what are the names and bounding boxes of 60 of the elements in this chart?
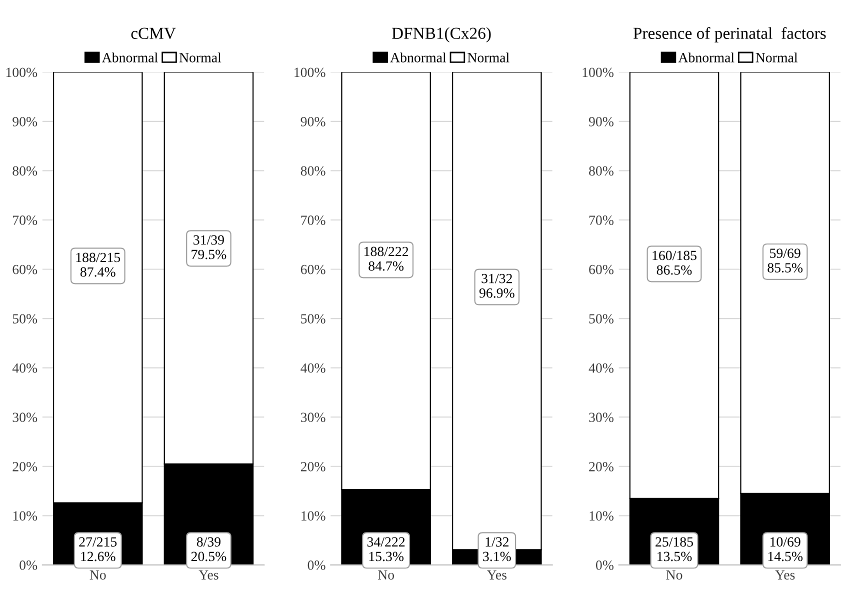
legend-label: Abnormal [390, 52, 446, 62]
data-label: 10/69 14.5% [768, 537, 803, 562]
y-tick-label: 50% [589, 314, 614, 324]
y-tick-label: 40% [12, 363, 38, 373]
data-label: 188/215 87.4% [76, 252, 120, 277]
y-tick-label: 10% [302, 511, 326, 521]
x-tick-label: Yes [486, 570, 507, 580]
y-tick-label: 40% [300, 363, 326, 373]
data-label: 27/215 12.6% [79, 537, 117, 562]
legend-label: Normal [468, 52, 510, 62]
data-label: 1/32 3.1% [483, 537, 511, 562]
y-tick-label: 60% [589, 264, 614, 274]
y-tick-label: 0% [308, 560, 326, 570]
data-label: 59/69 85.5% [768, 248, 803, 273]
y-tick-label: 60% [300, 264, 326, 274]
legend-label: Abnormal [102, 52, 158, 62]
y-tick-label: 20% [589, 462, 614, 472]
legend-label: Normal [756, 52, 798, 62]
y-tick-label: 50% [301, 314, 326, 324]
y-tick-label: 30% [589, 412, 614, 422]
y-tick-label: 0% [20, 560, 38, 570]
legend-label: Abnormal [678, 52, 734, 62]
y-tick-label: 100% [294, 68, 326, 78]
y-tick-label: 100% [582, 68, 614, 78]
y-tick-label: 60% [12, 264, 38, 274]
y-tick-label: 10% [590, 511, 614, 521]
legend-label: Normal [179, 52, 222, 62]
chart-title: cCMV [131, 28, 176, 40]
y-tick-label: 80% [589, 166, 614, 176]
data-label: 34/222 15.3% [367, 537, 405, 562]
chart-title: DFNB1(Cx26) [392, 27, 491, 42]
y-tick-label: 70% [301, 216, 326, 225]
data-label: 188/222 84.7% [364, 246, 408, 271]
x-tick-label: Yes [198, 570, 218, 580]
data-label: 31/32 96.9% [479, 274, 514, 298]
y-tick-label: 40% [588, 363, 614, 373]
y-tick-label: 80% [12, 166, 38, 176]
x-tick-label: No [90, 570, 106, 580]
y-tick-label: 100% [6, 68, 38, 78]
x-tick-label: No [666, 570, 682, 580]
y-tick-label: 20% [300, 462, 326, 472]
y-tick-label: 70% [589, 216, 614, 225]
y-tick-label: 50% [12, 314, 38, 324]
data-label: 25/185 13.5% [656, 537, 693, 562]
y-tick-label: 90% [588, 116, 614, 126]
y-tick-label: 20% [12, 462, 38, 472]
data-label: 31/39 79.5% [192, 235, 226, 260]
y-tick-label: 0% [596, 560, 614, 570]
y-tick-label: 90% [12, 116, 38, 126]
y-tick-label: 30% [300, 412, 326, 422]
y-tick-label: 80% [300, 166, 326, 176]
y-tick-label: 90% [300, 116, 326, 126]
data-label: 8/39 20.5% [191, 537, 226, 562]
chart-title: Presence of perinatal factors [633, 27, 826, 42]
data-label: 160/185 86.5% [652, 250, 696, 275]
y-tick-label: 70% [13, 216, 38, 225]
y-tick-label: 10% [13, 511, 38, 521]
x-tick-label: No [378, 570, 394, 580]
x-tick-label: Yes [775, 570, 795, 580]
y-tick-label: 30% [12, 412, 38, 422]
